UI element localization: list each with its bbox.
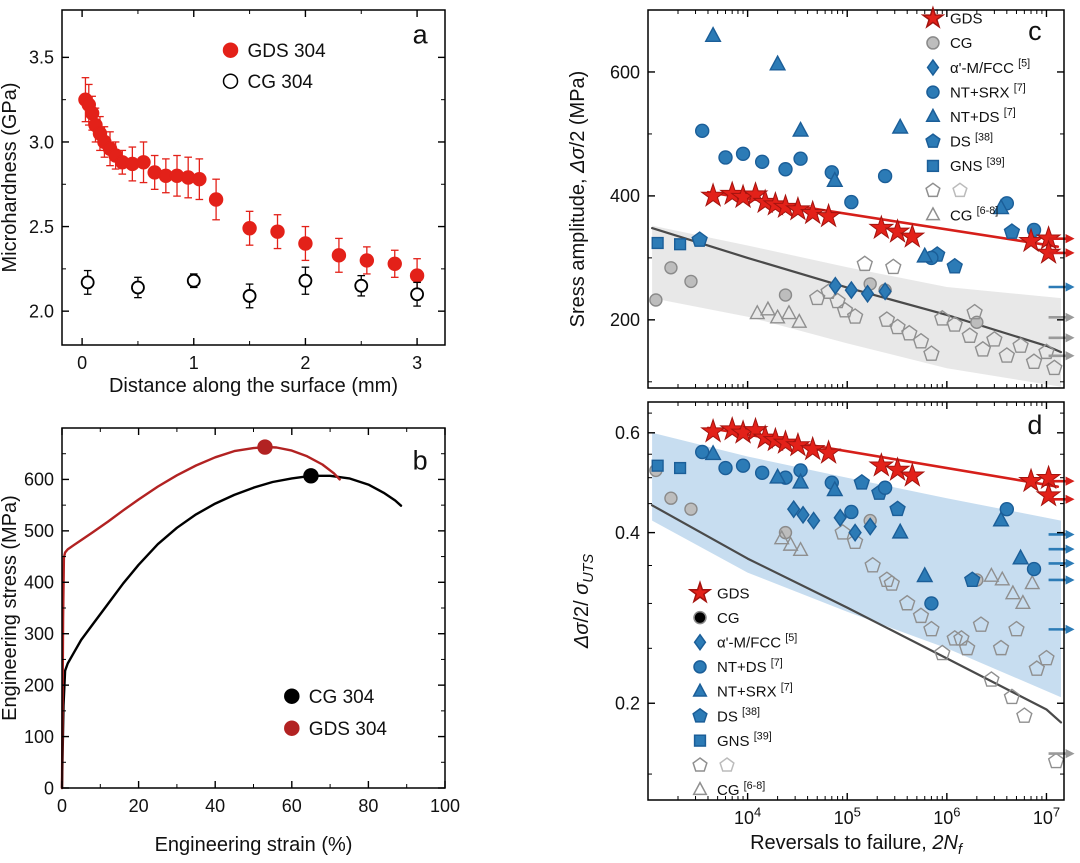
- svg-text:0: 0: [77, 353, 87, 373]
- svg-text:Reversals to failure, 2Nf: Reversals to failure, 2Nf: [750, 832, 964, 858]
- svg-text:GDS 304: GDS 304: [309, 719, 388, 740]
- svg-text:b: b: [413, 445, 428, 475]
- svg-text:400: 400: [24, 573, 54, 593]
- svg-text:106: 106: [933, 804, 960, 828]
- svg-text:c: c: [1028, 16, 1042, 46]
- svg-text:3.0: 3.0: [29, 132, 54, 152]
- svg-text:Engineering stress (MPa): Engineering stress (MPa): [0, 495, 21, 721]
- svg-text:DS [38]: DS [38]: [950, 131, 993, 150]
- svg-text:200: 200: [610, 310, 640, 330]
- svg-text:100: 100: [24, 727, 54, 747]
- svg-text:0: 0: [57, 796, 67, 816]
- svg-text:500: 500: [24, 521, 54, 541]
- svg-text:3.5: 3.5: [29, 48, 54, 68]
- panel-d-chart-normalized-amplitude: 104 105 106 107 0.2 0.4 0.6 Reversals to failur…: [500, 395, 1080, 863]
- svg-text:60: 60: [282, 796, 302, 816]
- svg-text:GDS: GDS: [950, 11, 983, 28]
- svg-text:CG 304: CG 304: [248, 72, 314, 93]
- svg-text:Δσ/2/ σUTS: Δσ/2/ σUTS: [571, 554, 597, 650]
- svg-text:d: d: [1027, 410, 1042, 440]
- svg-text:0.2: 0.2: [615, 694, 640, 714]
- svg-text:40: 40: [205, 796, 225, 816]
- svg-text:CG: CG: [950, 35, 973, 52]
- panel-c-chart-stress-amplitude: 200 400 600 Sress amplitude, Δσ/2 (MPa) GDS C…: [500, 0, 1080, 395]
- svg-text:NT+SRX [7]: NT+SRX [7]: [717, 681, 793, 700]
- svg-text:CG 304: CG 304: [309, 687, 375, 708]
- svg-text:2.5: 2.5: [29, 217, 54, 237]
- svg-text:α'-M/FCC [5]: α'-M/FCC [5]: [950, 57, 1030, 76]
- svg-text:100: 100: [430, 796, 460, 816]
- svg-text:105: 105: [834, 804, 861, 828]
- svg-text:a: a: [413, 20, 429, 50]
- svg-text:GDS 304: GDS 304: [248, 41, 327, 62]
- svg-text:DS [38]: DS [38]: [717, 706, 760, 725]
- svg-text:GNS [39]: GNS [39]: [717, 731, 772, 750]
- svg-text:GNS [39]: GNS [39]: [950, 156, 1005, 175]
- svg-text:300: 300: [24, 624, 54, 644]
- svg-text:α'-M/FCC [5]: α'-M/FCC [5]: [717, 632, 797, 651]
- svg-text:NT+DS [7]: NT+DS [7]: [717, 657, 783, 676]
- svg-text:3: 3: [412, 353, 422, 373]
- svg-text:1: 1: [189, 353, 199, 373]
- svg-text:Microhardness (GPa): Microhardness (GPa): [0, 82, 21, 272]
- svg-text:0: 0: [44, 778, 54, 798]
- svg-text:GDS: GDS: [717, 585, 750, 602]
- svg-text:CG [6-8]: CG [6-8]: [717, 780, 765, 799]
- svg-text:0.6: 0.6: [615, 423, 640, 443]
- panel-b-chart-stress-strain: 0 20 40 60 80 1000100200300400500600Engineeri…: [0, 400, 500, 863]
- svg-text:400: 400: [610, 186, 640, 206]
- svg-text:107: 107: [1033, 804, 1060, 828]
- svg-text:20: 20: [129, 796, 149, 816]
- svg-text:80: 80: [358, 796, 378, 816]
- svg-text:Engineering strain (%): Engineering strain (%): [155, 834, 353, 856]
- svg-text:0.4: 0.4: [615, 523, 640, 543]
- right-column: 200 400 600 Sress amplitude, Δσ/2 (MPa) GDS C…: [500, 0, 1080, 863]
- panel-a-chart-microhardness: 0 1 2 3 2.0 2.5 3.0 3.5 Distance along the surfa…: [0, 0, 500, 400]
- left-column: 0 1 2 3 2.0 2.5 3.0 3.5 Distance along the surfa…: [0, 0, 500, 863]
- svg-text:600: 600: [610, 62, 640, 82]
- svg-text:NT+DS [7]: NT+DS [7]: [950, 107, 1016, 126]
- svg-text:NT+SRX [7]: NT+SRX [7]: [950, 82, 1026, 101]
- svg-text:2.0: 2.0: [29, 301, 54, 321]
- svg-text:600: 600: [24, 470, 54, 490]
- svg-text:CG [6-8]: CG [6-8]: [950, 205, 998, 224]
- svg-text:2: 2: [300, 353, 310, 373]
- svg-text:Sress amplitude, Δσ/2 (MPa): Sress amplitude, Δσ/2 (MPa): [567, 71, 589, 328]
- svg-text:104: 104: [734, 804, 761, 828]
- svg-text:CG: CG: [717, 610, 740, 627]
- svg-text:200: 200: [24, 675, 54, 695]
- svg-text:Distance along the surface (mm: Distance along the surface (mm): [109, 375, 398, 397]
